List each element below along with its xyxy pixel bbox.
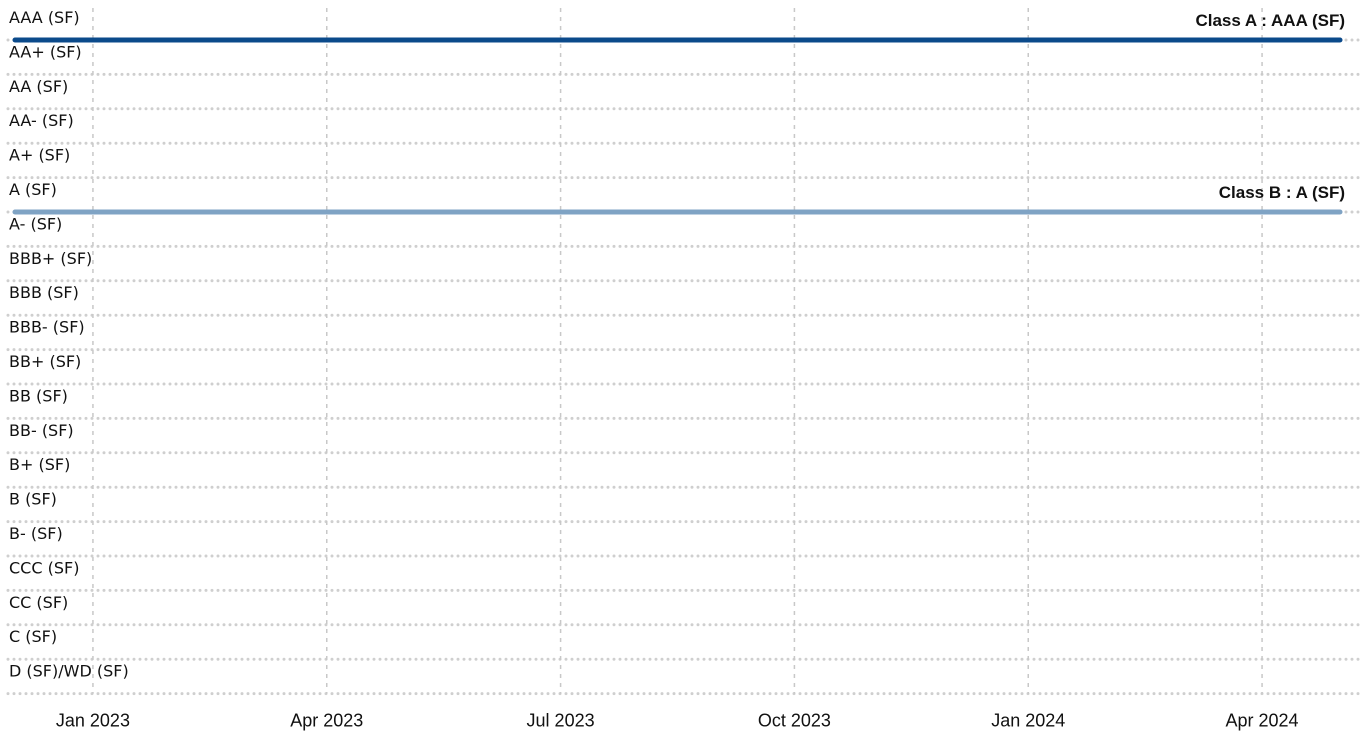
x-tick-label: Oct 2023 (758, 711, 831, 731)
series-label: Class A : AAA (SF) (1195, 11, 1345, 30)
y-tick-label: CCC (SF) (9, 558, 79, 577)
y-tick-label: BB+ (SF) (9, 352, 81, 371)
x-tick-label: Jan 2023 (56, 711, 130, 731)
x-tick-label: Apr 2023 (290, 711, 363, 731)
x-tick-label: Jan 2024 (991, 711, 1065, 731)
y-tick-label: BBB- (SF) (9, 318, 85, 337)
y-tick-label: A- (SF) (9, 214, 62, 233)
y-tick-label: CC (SF) (9, 593, 68, 612)
y-tick-label: AA+ (SF) (9, 42, 82, 61)
y-tick-label: BBB (SF) (9, 283, 79, 302)
x-tick-label: Apr 2024 (1226, 711, 1299, 731)
y-tick-label: C (SF) (9, 627, 57, 646)
y-tick-label: AA (SF) (9, 77, 68, 96)
y-tick-label: AAA (SF) (9, 8, 80, 27)
y-tick-label: D (SF)/WD (SF) (9, 662, 129, 681)
y-tick-label: B- (SF) (9, 524, 63, 543)
series-label: Class B : A (SF) (1219, 183, 1345, 202)
y-tick-label: B+ (SF) (9, 455, 70, 474)
y-tick-label: A+ (SF) (9, 146, 70, 165)
y-tick-label: AA- (SF) (9, 111, 74, 130)
y-tick-label: A (SF) (9, 180, 57, 199)
x-tick-label: Jul 2023 (527, 711, 595, 731)
y-tick-label: BB- (SF) (9, 421, 74, 440)
y-tick-label: BBB+ (SF) (9, 249, 92, 268)
y-tick-label: BB (SF) (9, 386, 68, 405)
y-tick-label: B (SF) (9, 490, 57, 509)
